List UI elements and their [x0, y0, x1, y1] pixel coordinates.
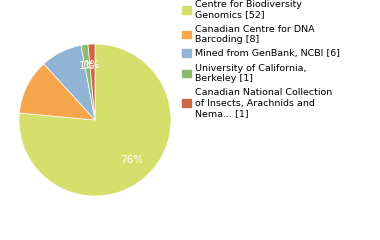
Wedge shape [19, 44, 171, 196]
Text: 1%: 1% [84, 60, 101, 70]
Legend: Centre for Biodiversity
Genomics [52], Canadian Centre for DNA
Barcoding [8], Mi: Centre for Biodiversity Genomics [52], C… [182, 0, 340, 118]
Wedge shape [19, 64, 95, 120]
Wedge shape [81, 44, 95, 120]
Wedge shape [44, 45, 95, 120]
Text: 1%: 1% [79, 61, 96, 71]
Text: 76%: 76% [120, 156, 143, 165]
Wedge shape [88, 44, 95, 120]
